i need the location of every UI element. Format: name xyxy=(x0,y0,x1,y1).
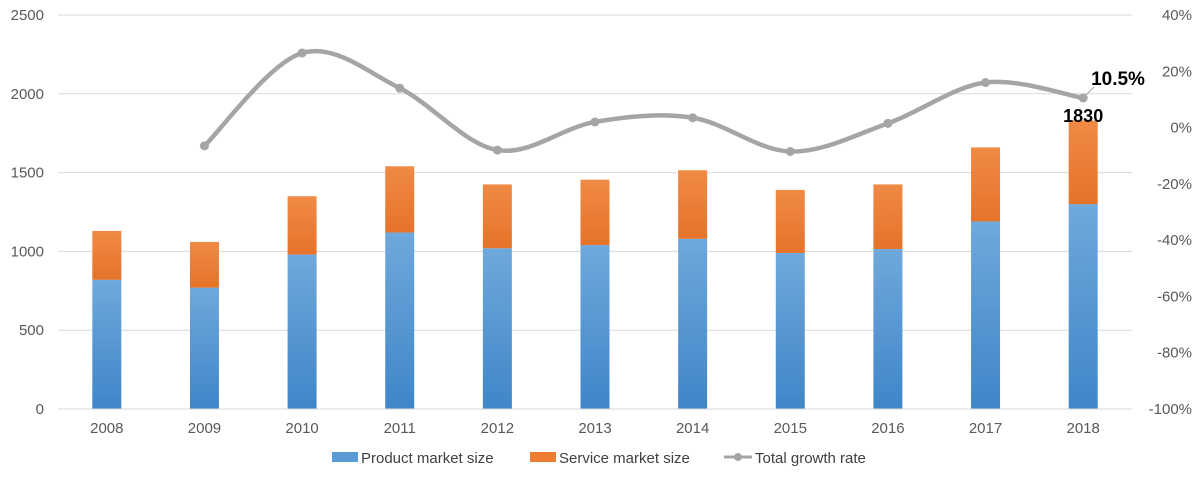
right-tick-label: 0% xyxy=(1170,120,1192,137)
bar-product xyxy=(678,238,708,409)
bar-product xyxy=(580,245,610,409)
right-tick-label: -80% xyxy=(1157,345,1192,362)
right-axis: -100% -80% -60% -40% -20% 0% 20% 40% xyxy=(1149,7,1192,418)
x-tick-label: 2013 xyxy=(578,420,611,437)
right-tick-label: 40% xyxy=(1162,7,1192,24)
growth-point xyxy=(883,118,893,128)
bar-product xyxy=(287,254,317,409)
bar-service xyxy=(482,184,512,249)
x-tick-label: 2010 xyxy=(285,420,318,437)
bar-product xyxy=(385,232,415,409)
growth-point xyxy=(199,141,209,151)
bar-product xyxy=(971,221,1001,409)
growth-point xyxy=(395,83,405,93)
last-total-label: 1830 xyxy=(1063,106,1103,126)
x-tick-label: 2008 xyxy=(90,420,123,437)
growth-line xyxy=(199,48,1088,156)
left-tick-label: 1500 xyxy=(11,165,44,182)
legend-swatch-service xyxy=(530,452,556,462)
growth-line-path xyxy=(202,48,1086,154)
bar-service xyxy=(971,147,1001,222)
bar-service xyxy=(385,166,415,233)
growth-point xyxy=(590,117,600,127)
left-tick-label: 500 xyxy=(19,322,44,339)
growth-point xyxy=(785,146,795,156)
bar-product xyxy=(775,252,805,409)
left-tick-label: 2500 xyxy=(11,7,44,24)
legend-swatch-product xyxy=(332,452,358,462)
x-tick-label: 2018 xyxy=(1066,420,1099,437)
growth-point xyxy=(297,48,307,58)
bar-service xyxy=(92,230,122,280)
growth-point xyxy=(688,113,698,123)
bar-service xyxy=(287,196,317,255)
right-tick-label: -100% xyxy=(1149,401,1192,418)
x-tick-label: 2009 xyxy=(188,420,221,437)
x-axis: 2008 2009 2010 2011 2012 2013 2014 2015 2016 2017… xyxy=(90,420,1100,437)
right-tick-label: -20% xyxy=(1157,176,1192,193)
bar-product xyxy=(189,287,219,409)
x-tick-label: 2012 xyxy=(481,420,514,437)
bar-product xyxy=(92,279,122,409)
growth-label-leader xyxy=(1084,86,1095,97)
bar-product xyxy=(1068,204,1098,409)
x-tick-label: 2016 xyxy=(871,420,904,437)
legend: Product market size Service market size … xyxy=(332,450,866,467)
bar-service xyxy=(1068,120,1098,205)
growth-point xyxy=(981,78,991,88)
right-tick-label: 20% xyxy=(1162,63,1192,80)
x-tick-label: 2017 xyxy=(969,420,1002,437)
legend-swatch-growth-marker xyxy=(734,453,742,461)
right-tick-label: -60% xyxy=(1157,288,1192,305)
bars xyxy=(92,120,1098,409)
legend-label-service: Service market size xyxy=(559,450,690,467)
x-tick-label: 2015 xyxy=(774,420,807,437)
bar-service xyxy=(873,184,903,250)
legend-label-product: Product market size xyxy=(361,450,494,467)
bar-product xyxy=(873,249,903,409)
x-tick-label: 2014 xyxy=(676,420,709,437)
right-tick-label: -40% xyxy=(1157,232,1192,249)
bar-service xyxy=(189,241,219,288)
growth-point xyxy=(492,145,502,155)
bar-service xyxy=(678,170,708,239)
annotations: 10.5% 1830 xyxy=(1063,69,1145,126)
bar-product xyxy=(482,248,512,409)
bar-service xyxy=(775,189,805,253)
left-tick-label: 0 xyxy=(36,401,44,418)
left-tick-label: 2000 xyxy=(11,86,44,103)
x-tick-label: 2011 xyxy=(384,420,416,437)
bar-service xyxy=(580,179,610,246)
legend-label-growth: Total growth rate xyxy=(755,450,866,467)
left-axis: 0 500 1000 1500 2000 2500 xyxy=(11,7,44,418)
left-tick-label: 1000 xyxy=(11,243,44,260)
last-growth-label: 10.5% xyxy=(1091,69,1145,90)
